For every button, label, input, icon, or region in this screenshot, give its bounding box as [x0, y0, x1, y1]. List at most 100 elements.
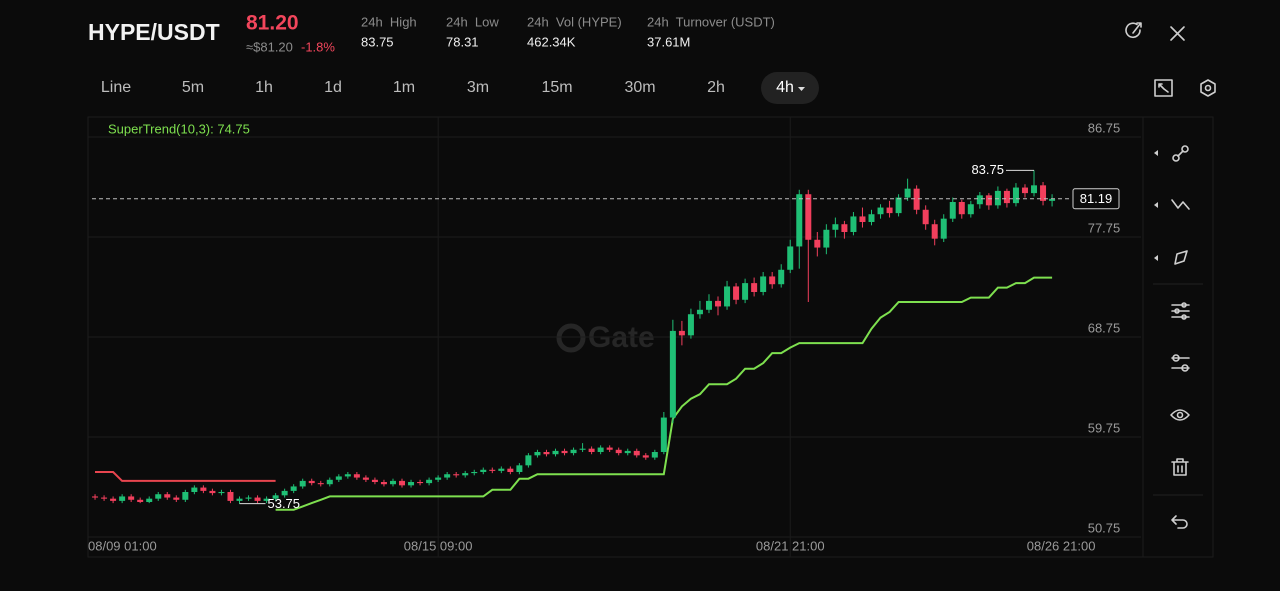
candle-body [489, 469, 496, 471]
candle-body [552, 450, 559, 455]
high-marker-label: 83.75 [971, 162, 1004, 177]
shape-tool[interactable] [1174, 250, 1188, 265]
candle-body [624, 450, 631, 454]
candle-body [371, 479, 378, 482]
candle-body [606, 447, 613, 450]
candle-body [218, 492, 225, 494]
timeframe-tab[interactable]: 15m [541, 79, 572, 96]
undo-button[interactable] [1171, 515, 1188, 529]
candle-body [417, 482, 424, 484]
candle-body [272, 495, 279, 499]
timeframe-tab[interactable]: Line [101, 79, 131, 96]
candle-body [805, 194, 812, 240]
timeframe-tab[interactable]: 3m [467, 79, 489, 96]
template-button[interactable] [1171, 354, 1190, 372]
active-pill [761, 72, 819, 104]
candle-body [353, 474, 360, 478]
candle-body [588, 448, 595, 452]
candle-body [715, 300, 722, 307]
candle-body [823, 229, 830, 248]
stat-label: 24h Turnover (USDT) [647, 14, 775, 29]
candle-body [362, 477, 369, 480]
candle-body [408, 482, 415, 486]
candle-body [516, 465, 523, 472]
candle-body [967, 204, 974, 215]
candle-body [389, 480, 396, 485]
candle-body [498, 468, 505, 471]
low-marker-label: 53.75 [267, 496, 300, 511]
candle-body [561, 450, 568, 454]
timeframe-tab[interactable]: 5m [182, 79, 204, 96]
expand-arrow[interactable] [1154, 255, 1158, 261]
line-tool[interactable] [1172, 145, 1189, 162]
candle-body [326, 479, 333, 485]
x-tick-label: 08/15 09:00 [404, 538, 473, 553]
candle-body [949, 202, 956, 219]
settings-button[interactable] [1200, 79, 1216, 97]
candle-body [299, 480, 306, 487]
visibility-button[interactable] [1170, 409, 1190, 421]
candle-body [787, 246, 794, 270]
candle-body [994, 190, 1001, 206]
timeframe-tab[interactable]: 2h [707, 79, 725, 96]
dropdown-caret [798, 87, 805, 91]
candle-body [976, 195, 983, 205]
candle-body [281, 490, 288, 496]
toolbar [1153, 145, 1203, 529]
candle-body [877, 207, 884, 215]
candle-body [507, 468, 514, 472]
candle-body [724, 286, 731, 307]
candle-body [597, 447, 604, 452]
candle-body [814, 239, 821, 248]
supertrend-line [95, 471, 276, 482]
stat-value: 83.75 [361, 34, 394, 49]
candle-body [435, 477, 442, 480]
timeframe-tab[interactable]: 1m [393, 79, 415, 96]
timeframe-tab[interactable]: 4h [776, 79, 794, 96]
expand-arrow[interactable] [1154, 202, 1158, 208]
candle-body [958, 202, 965, 215]
candle-body [859, 216, 866, 222]
candle-body [895, 197, 902, 214]
indicator-settings[interactable] [1171, 302, 1190, 320]
expand-arrow[interactable] [1154, 150, 1158, 156]
candle-body [886, 207, 893, 214]
timeframe-tab[interactable]: 1h [255, 79, 273, 96]
stat-label: 24h Low [446, 14, 499, 29]
candle-body [579, 448, 586, 450]
candle-body [471, 472, 478, 474]
candle-body [570, 449, 577, 454]
refresh-button[interactable] [1125, 22, 1142, 38]
candle-body [209, 490, 216, 494]
delete-button[interactable] [1171, 458, 1189, 476]
candle-body [696, 309, 703, 315]
candle-body [904, 188, 911, 198]
fullscreen-button[interactable] [1154, 79, 1173, 97]
close-button[interactable] [1170, 26, 1185, 41]
candle-body [399, 480, 406, 486]
candle-body [1003, 190, 1010, 204]
candle-body [1031, 185, 1038, 194]
trend-tool[interactable] [1171, 199, 1190, 210]
candle-body [760, 276, 767, 292]
candle-body [101, 497, 108, 499]
candle-body [92, 496, 99, 498]
timeframe-tab[interactable]: 30m [624, 79, 655, 96]
candle-body [705, 300, 712, 310]
candle-body [687, 314, 694, 336]
symbol: HYPE/USDT [88, 19, 220, 45]
stat-value: 462.34K [527, 34, 576, 49]
stat-value: 37.61M [647, 34, 690, 49]
candle-body [1049, 198, 1056, 201]
stat-value: 78.31 [446, 34, 479, 49]
candle-body [642, 455, 649, 458]
candle-body [137, 499, 144, 502]
candle-body [191, 487, 198, 492]
timeframe-tab[interactable]: 1d [324, 79, 342, 96]
candle-body [669, 330, 676, 418]
candle-body [733, 286, 740, 300]
candle-body [841, 224, 848, 232]
candle-body [308, 480, 315, 484]
candle-body [200, 487, 207, 491]
